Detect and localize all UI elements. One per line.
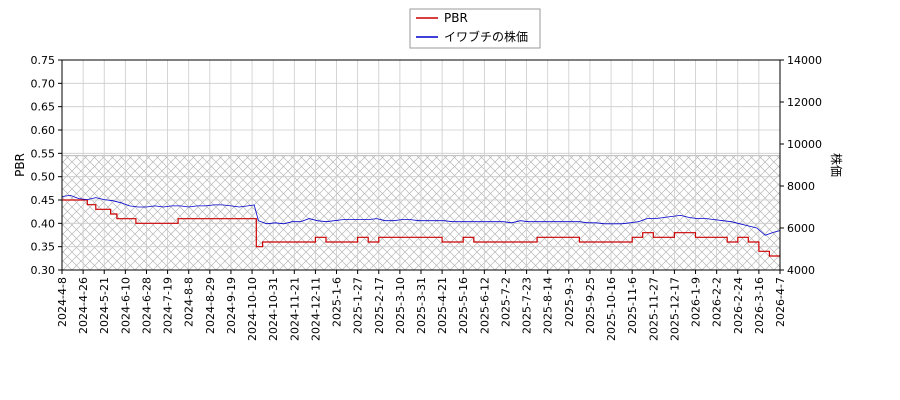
right-tick-label-1: 6000 — [787, 222, 815, 235]
x-tick-label-26: 2025-10-16 — [605, 277, 618, 341]
series-layer — [62, 194, 780, 257]
left-tick-label-4: 0.50 — [31, 171, 56, 184]
x-tick-label-14: 2025-1-27 — [352, 277, 365, 334]
x-tick-label-34: 2026-4-7 — [774, 277, 787, 327]
x-tick-label-23: 2025-8-14 — [542, 277, 555, 334]
x-tick-label-30: 2026-1-9 — [690, 277, 703, 327]
left-axis-label: PBR — [13, 153, 27, 177]
x-tick-label-1: 2024-4-26 — [77, 277, 90, 334]
series-line-stock-price — [62, 194, 780, 236]
x-tick-label-5: 2024-7-19 — [162, 277, 175, 334]
left-tick-label-3: 0.45 — [31, 194, 56, 207]
x-tick-label-0: 2024-4-8 — [56, 277, 69, 327]
left-tick-label-6: 0.60 — [31, 124, 56, 137]
legend-price-label: イワブチの株価 — [444, 29, 528, 44]
right-tick-label-2: 8000 — [787, 180, 815, 193]
x-tick-label-6: 2024-8-8 — [183, 277, 196, 327]
x-axis: 2024-4-8 2024-4-26 2024-5-21 2024-6-10 2024-… — [56, 270, 787, 341]
x-tick-label-3: 2024-6-10 — [119, 277, 132, 334]
x-tick-label-8: 2024-9-19 — [225, 277, 238, 334]
x-tick-label-29: 2025-12-17 — [668, 277, 681, 341]
x-tick-label-27: 2025-11-6 — [626, 277, 639, 334]
x-tick-label-31: 2026-2-2 — [711, 277, 724, 327]
legend-box — [409, 8, 541, 49]
series-line-pbr — [62, 199, 780, 257]
left-tick-label-8: 0.70 — [31, 77, 56, 90]
x-tick-label-17: 2025-3-31 — [415, 277, 428, 334]
x-tick-label-7: 2024-8-29 — [204, 277, 217, 334]
left-tick-label-0: 0.30 — [31, 264, 56, 277]
left-tick-label-7: 0.65 — [31, 101, 56, 114]
x-tick-label-13: 2025-1-6 — [331, 277, 344, 327]
right-tick-label-3: 10000 — [787, 138, 822, 151]
x-tick-label-22: 2025-7-23 — [521, 277, 534, 334]
x-tick-label-32: 2026-2-24 — [732, 277, 745, 334]
x-tick-label-25: 2025-9-25 — [584, 277, 597, 334]
x-tick-label-15: 2025-2-17 — [373, 277, 386, 334]
left-axis: 0.30 0.35 0.40 0.45 0.50 0.55 0.60 0.65 0.70 0.75 — [31, 54, 62, 277]
x-tick-label-18: 2025-4-21 — [436, 277, 449, 334]
x-tick-label-10: 2024-10-31 — [267, 277, 280, 341]
right-tick-label-5: 14000 — [787, 54, 822, 67]
x-tick-label-21: 2025-7-2 — [499, 277, 512, 327]
x-tick-label-9: 2024-10-10 — [246, 277, 259, 341]
x-tick-label-12: 2024-12-11 — [309, 277, 322, 341]
right-axis: 4000 6000 8000 10000 12000 14000 — [780, 54, 822, 277]
x-tick-label-16: 2025-3-10 — [394, 277, 407, 334]
right-axis-label: 株価 — [829, 153, 844, 177]
x-tick-label-33: 2026-3-16 — [753, 277, 766, 334]
left-tick-label-5: 0.55 — [31, 147, 56, 160]
right-tick-label-0: 4000 — [787, 264, 815, 277]
right-tick-label-4: 12000 — [787, 96, 822, 109]
x-tick-label-4: 2024-6-28 — [140, 277, 153, 334]
legend-pbr-label: PBR — [444, 11, 468, 25]
x-tick-label-20: 2025-6-12 — [478, 277, 491, 334]
x-tick-label-19: 2025-5-16 — [457, 277, 470, 334]
x-tick-label-11: 2024-11-21 — [288, 277, 301, 341]
legend: PBR イワブチの株価 — [409, 8, 541, 49]
x-tick-label-24: 2025-9-3 — [563, 277, 576, 327]
x-tick-label-2: 2024-5-21 — [98, 277, 111, 334]
x-tick-label-28: 2025-11-27 — [647, 277, 660, 341]
left-tick-label-1: 0.35 — [31, 241, 56, 254]
left-tick-label-9: 0.75 — [31, 54, 56, 67]
left-tick-label-2: 0.40 — [31, 217, 56, 230]
